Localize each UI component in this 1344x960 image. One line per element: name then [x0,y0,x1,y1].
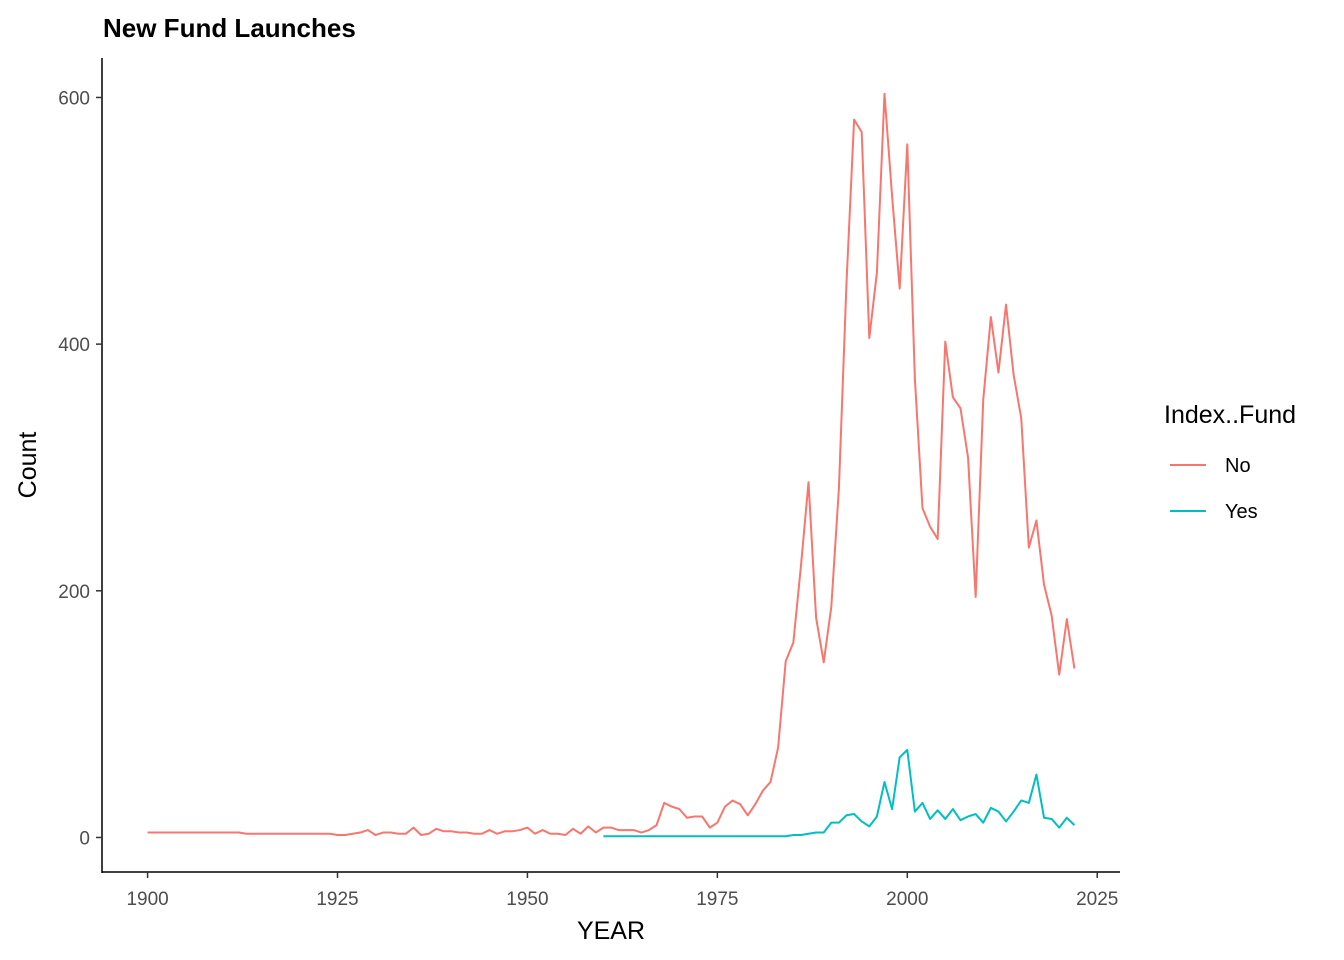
series-layer [147,92,1076,838]
axes [101,58,1120,873]
legend-items: No Yes [1170,455,1258,523]
y-tick-label: 0 [79,828,90,849]
x-tick-label: 1900 [126,889,168,910]
y-tick-label: 200 [58,582,90,603]
series-line-yes [603,748,1076,838]
legend: Index..Fund No Yes [1164,401,1296,523]
legend-item-no: No [1170,455,1251,477]
x-tick-label: 2025 [1076,889,1118,910]
legend-item-yes: Yes [1170,501,1258,523]
x-tick-label: 1950 [506,889,548,910]
x-axis-title: YEAR [577,917,645,945]
legend-title: Index..Fund [1164,401,1296,429]
x-axis-ticks: 1900 1925 1950 1975 2000 2025 [126,872,1118,910]
legend-label: No [1225,455,1251,477]
x-tick-label: 1975 [696,889,738,910]
y-axis-ticks: 0 200 400 600 [58,88,102,849]
y-tick-label: 400 [58,335,90,356]
x-tick-label: 2000 [886,889,928,910]
series-line-no [147,92,1076,836]
y-tick-label: 600 [58,88,90,109]
legend-label: Yes [1225,501,1258,523]
chart-title: New Fund Launches [103,13,356,43]
y-axis-title: Count [14,432,42,499]
x-tick-label: 1925 [316,889,358,910]
